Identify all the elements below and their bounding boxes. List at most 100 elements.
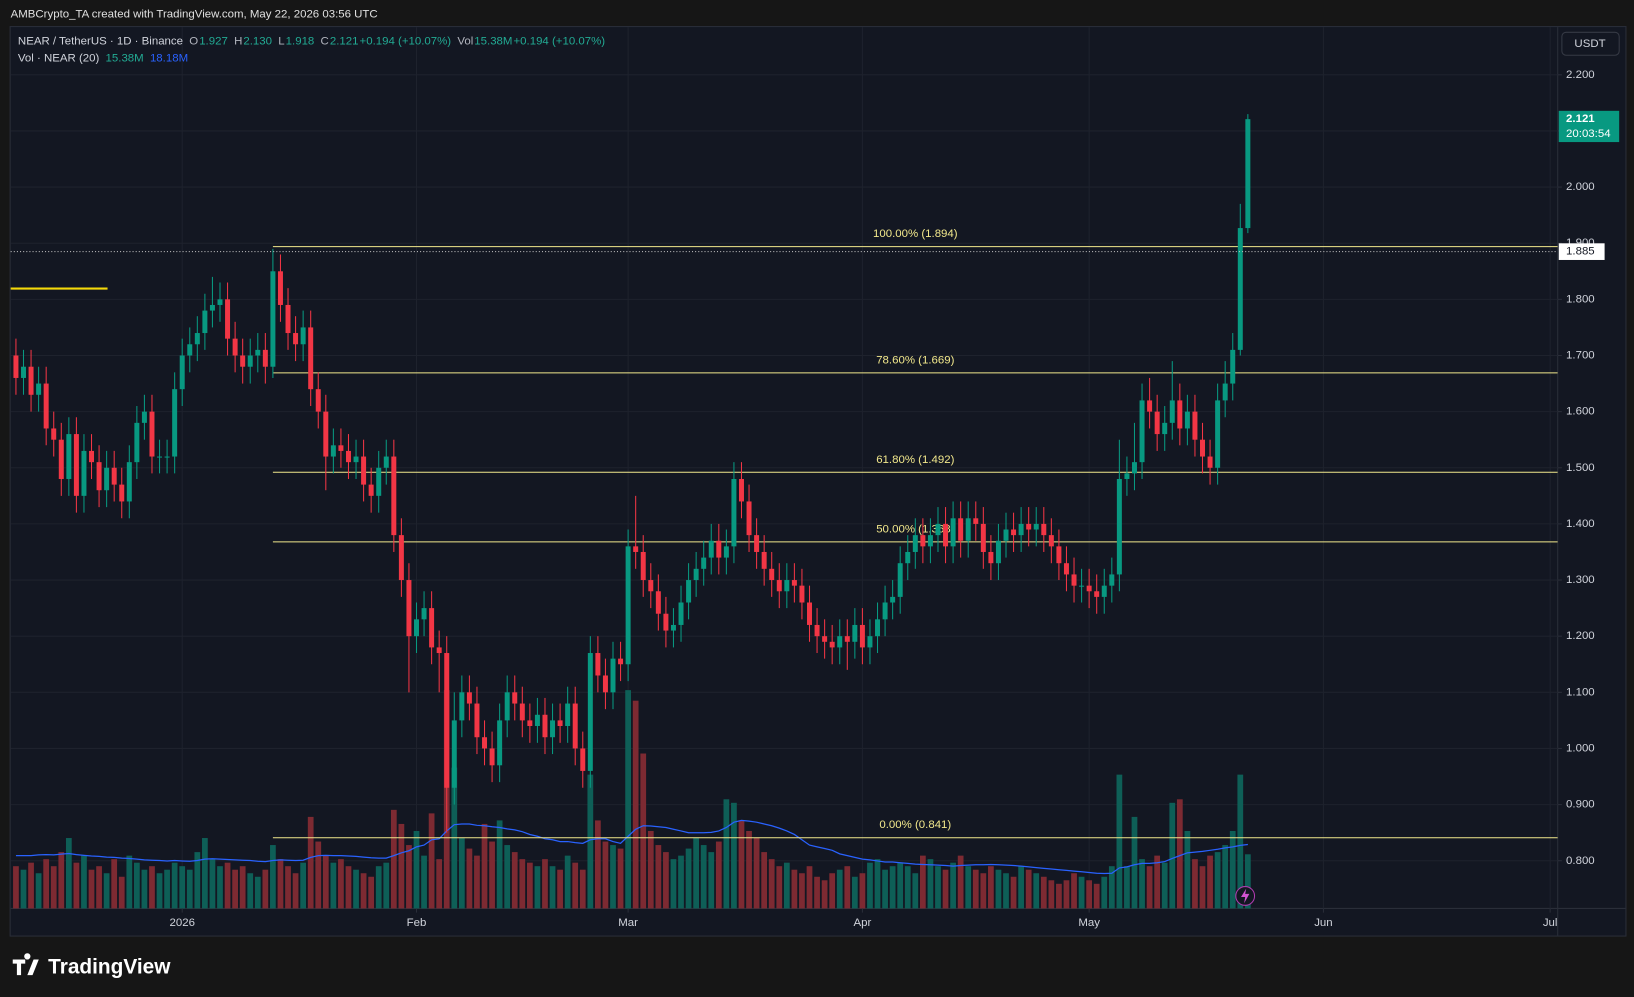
candle-body [512,692,518,704]
candle-body [927,535,933,547]
candle-body [209,304,215,311]
volume-bar [262,869,269,909]
candle-body [36,383,42,395]
legend-item: +0.194 (+10.07%) [514,36,606,48]
volume-bar [783,862,790,909]
volume-bar [625,690,631,909]
volume-bar [383,862,390,909]
volume-bar [81,855,87,909]
candle-body [754,535,760,552]
volume-bar [322,855,329,909]
candle-body [701,557,707,569]
y-tick-label: 1.500 [1566,462,1595,474]
countdown: 20:03:54 [1566,128,1611,140]
symbol: NEAR / TetherUS · 1D · Binance [18,36,183,48]
volume-bar [519,859,526,909]
y-tick-label: 1.000 [1566,742,1595,754]
candle-body [383,456,389,468]
candle-body [285,304,291,334]
volume-bar [738,820,745,909]
candle-body [277,271,283,305]
volume-bar [897,862,904,909]
candle-body [1230,349,1236,384]
volume-bar [791,869,798,909]
volume-bar [806,866,813,909]
volume-bar [678,855,684,909]
volume-bar [209,859,216,909]
candle-body [81,450,87,496]
candle-body [315,389,321,412]
y-tick-label: 2.000 [1566,181,1595,193]
candle-body [670,624,676,631]
candle-body [406,580,412,637]
candle-body [1154,411,1160,435]
volume-bar [1192,859,1198,909]
x-tick-label: Mar [618,917,638,929]
candle-body [640,551,646,581]
currency[interactable]: USDT [1574,38,1605,50]
candle-body [708,540,714,558]
volume-bar [489,841,495,909]
candle-body [950,518,956,547]
candle-body [1139,400,1145,463]
candle-body [738,478,744,502]
candle-body [451,720,457,788]
candle-body [814,624,820,637]
fib-label: 100.00% (1.894) [873,228,958,240]
legend-item: O [189,36,198,48]
candle-body [1207,456,1213,468]
candle-body [761,551,767,569]
volume-bar [179,866,186,909]
candle-body [867,636,873,648]
volume-bar [496,820,503,909]
volume-bar [247,873,254,909]
volume-bar [338,859,344,909]
volume-bar [398,823,405,909]
volume-bar [353,869,359,909]
volume-bar [1116,774,1123,909]
candle-body [1222,383,1228,401]
candle-body [550,720,556,738]
candle-body [293,333,299,345]
volume-bar [859,873,866,909]
volume-bar [285,866,291,909]
candle-body [89,450,95,463]
volume-bar [270,845,276,909]
candle-body [217,299,223,305]
volume-bar [935,866,941,909]
candle-body [247,355,253,367]
volume-bar [277,859,284,909]
volume-bar [239,866,246,909]
candle-body [421,608,427,620]
volume-name: Vol · NEAR (20) [18,52,100,64]
candle-body [663,613,669,631]
volume-bar [28,862,34,909]
volume-bar [874,859,881,909]
candle-body [232,338,238,356]
volume-bar [829,873,836,909]
volume-bar [1237,774,1244,909]
volume-bar [693,838,700,909]
volume-bar [1078,876,1085,909]
candle-body [595,653,601,676]
y-tick-label: 1.800 [1566,293,1595,305]
candle-body [398,535,404,581]
candle-body [338,445,344,451]
volume-bar [950,862,956,909]
candle-body [111,467,117,485]
candle-body [557,720,563,726]
candle-body [1026,523,1032,530]
volume-bar [1086,880,1093,909]
candle-body [784,580,790,592]
currency-button[interactable] [1561,31,1620,56]
crosshair-price-box [1558,243,1605,260]
x-tick-label: Jul [1543,917,1558,929]
candle-body [157,456,163,458]
candle-body [852,624,858,642]
candle-body [194,333,200,345]
candle-body [149,411,155,457]
fib-label: 61.80% (1.492) [876,454,954,466]
volume-bar [35,873,42,909]
candle-body [255,349,261,356]
